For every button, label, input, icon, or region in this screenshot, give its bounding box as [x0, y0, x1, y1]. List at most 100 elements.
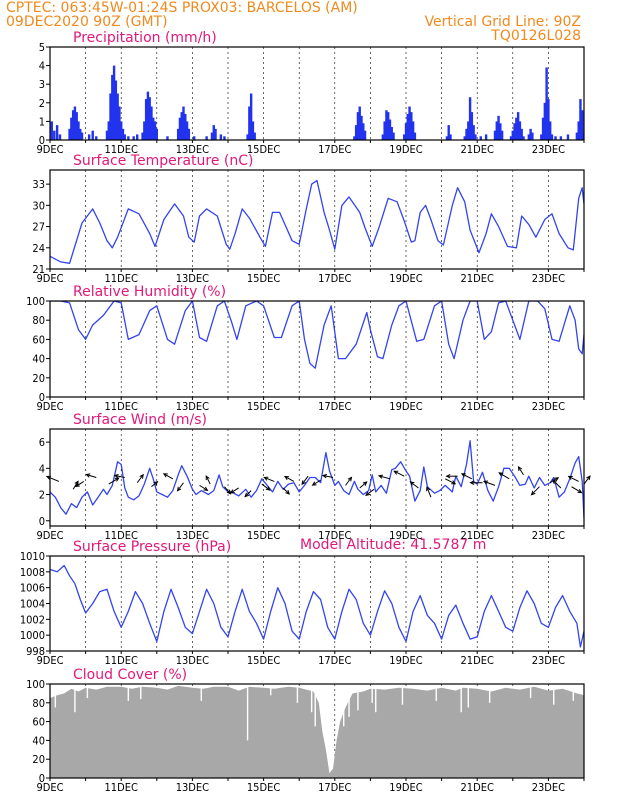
x-tick-label: 17DEC	[318, 781, 351, 794]
y-tick-label: 1006	[20, 582, 45, 595]
y-tick-label: 0	[39, 515, 45, 528]
panel-title: Relative Humidity (%)	[73, 284, 226, 300]
precip-bar	[80, 132, 84, 140]
wind-arrow	[583, 475, 591, 485]
plot-area	[50, 440, 584, 519]
wind-arrow-head	[451, 480, 457, 485]
plot-frame	[49, 428, 585, 527]
panel-title: Precipitation (mm/h)	[73, 30, 217, 46]
x-tick-label: 11DEC	[105, 400, 138, 413]
cloud-gap	[246, 684, 249, 741]
y-tick-label: 0	[39, 134, 45, 147]
precip-bar	[500, 130, 504, 140]
x-tick-label: 15DEC	[247, 400, 280, 413]
wind-arrow-shaft	[86, 474, 97, 478]
x-tick-label: 9DEC	[36, 654, 63, 667]
precip-bar	[107, 121, 110, 140]
wind-arrow	[136, 473, 144, 484]
wind-arrow-shaft	[498, 472, 510, 480]
wind-arrow	[530, 486, 540, 496]
x-tick-label: 13DEC	[176, 654, 209, 667]
precip-bar	[392, 132, 395, 140]
plot-frame	[49, 683, 585, 779]
y-tick-label: 20	[32, 753, 45, 766]
cloud-gap	[200, 684, 202, 701]
wind-arrow-head	[176, 486, 182, 492]
wind-arrow	[229, 487, 239, 494]
wind-arrow	[199, 484, 209, 492]
wind-arrow-head	[229, 489, 235, 494]
wind-arrow	[345, 476, 353, 486]
y-tick-label: 27	[32, 221, 45, 234]
wind-arrow-head	[114, 477, 120, 482]
wind-arrow-shaft	[552, 479, 562, 489]
precip-bar	[176, 128, 180, 140]
precip-bar	[353, 136, 356, 140]
precip-bar	[212, 125, 215, 140]
wind-arrow-head	[498, 472, 504, 477]
cloud-gap	[310, 684, 313, 713]
wind-arrow-shaft	[583, 475, 591, 485]
wind-arrow-shaft	[322, 475, 334, 478]
cloud-gap	[401, 684, 404, 705]
precip-bar	[548, 121, 552, 140]
cloud-gap	[553, 684, 555, 705]
wind-arrow-head	[365, 491, 371, 496]
precip-bar	[116, 93, 119, 140]
x-tick-label: 17DEC	[318, 400, 351, 413]
series-line	[50, 179, 584, 264]
x-tick-label: 23DEC	[532, 529, 565, 542]
header-vgrid: Vertical Grid Line: 90Z	[425, 14, 581, 30]
panel-title: Surface Pressure (hPa)	[73, 539, 231, 555]
cloud-gap	[529, 684, 532, 699]
plot-frame	[49, 169, 585, 270]
precip-bar	[540, 134, 543, 140]
cloud-gap	[54, 684, 57, 708]
precip-bar	[185, 121, 189, 140]
y-tick-label: 0	[39, 772, 45, 785]
precip-bar	[77, 121, 80, 140]
precip-bar	[132, 136, 135, 140]
precip-bar	[55, 125, 59, 140]
x-tick-label: 11DEC	[105, 272, 138, 285]
x-tick-label: 13DEC	[176, 529, 209, 542]
precip-bar	[468, 97, 472, 140]
precip-bar	[518, 121, 522, 140]
precip-bar	[248, 106, 251, 140]
cloud-gap	[357, 684, 359, 711]
precip-bar	[465, 128, 468, 140]
x-tick-label: 19DEC	[389, 143, 422, 156]
precip-bar	[474, 134, 477, 140]
plot-frame	[49, 300, 585, 398]
precip-bar	[358, 106, 361, 140]
wind-arrow-head	[347, 476, 353, 482]
precip-bar	[249, 93, 253, 140]
x-tick-label: 13DEC	[176, 272, 209, 285]
wind-arrow-shaft	[205, 475, 211, 485]
precip-bar	[111, 74, 114, 140]
precip-bar	[577, 121, 580, 140]
wind-arrow	[469, 480, 483, 485]
x-tick-label: 21DEC	[461, 143, 494, 156]
precip-bar	[579, 99, 582, 140]
precip-bar	[479, 136, 482, 140]
precip-bar	[356, 112, 360, 140]
wind-arrow	[460, 473, 473, 480]
wind-arrow-shaft	[114, 475, 125, 478]
y-tick-label: 30	[32, 199, 45, 212]
cloud-gap	[140, 684, 142, 700]
cloud-gap	[572, 684, 575, 701]
precip-bar	[75, 112, 78, 140]
wind-arrow-head	[85, 473, 91, 478]
x-tick-label: 9DEC	[36, 781, 63, 794]
precip-bar	[559, 136, 563, 140]
precip-bar	[522, 136, 525, 140]
precip-bar	[50, 121, 53, 140]
wind-arrow	[517, 465, 524, 476]
wind-arrow	[567, 475, 579, 482]
precip-bar	[515, 117, 518, 140]
precip-bar	[79, 128, 82, 140]
wind-arrow	[108, 477, 120, 485]
wind-arrow-shaft	[444, 478, 456, 485]
